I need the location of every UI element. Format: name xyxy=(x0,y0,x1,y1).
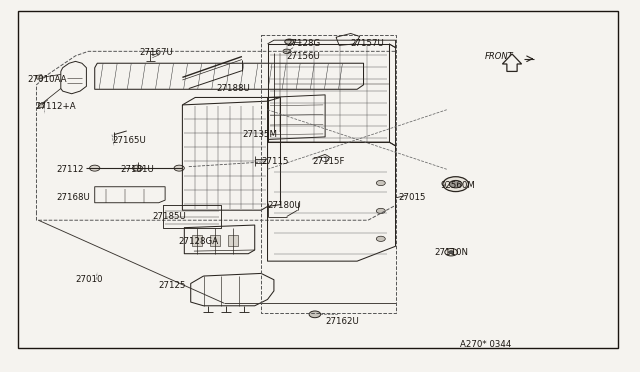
Circle shape xyxy=(376,236,385,241)
Text: 27125: 27125 xyxy=(159,281,186,290)
Circle shape xyxy=(285,39,294,44)
Text: 27165U: 27165U xyxy=(112,136,146,145)
Circle shape xyxy=(174,165,184,171)
Circle shape xyxy=(445,248,458,256)
Text: 27167U: 27167U xyxy=(140,48,173,57)
Circle shape xyxy=(132,165,143,171)
Text: 27115: 27115 xyxy=(261,157,289,166)
Circle shape xyxy=(90,165,100,171)
Text: 27010AA: 27010AA xyxy=(27,76,67,84)
Text: 92560M: 92560M xyxy=(440,181,475,190)
Text: 27156U: 27156U xyxy=(287,52,321,61)
Bar xyxy=(210,235,220,246)
Circle shape xyxy=(449,251,454,254)
Circle shape xyxy=(449,180,462,188)
Bar xyxy=(38,103,44,107)
Bar xyxy=(192,235,202,246)
Text: 27128GA: 27128GA xyxy=(178,237,218,246)
Text: 27015: 27015 xyxy=(398,193,426,202)
Circle shape xyxy=(283,49,291,54)
Text: 27162U: 27162U xyxy=(325,317,359,326)
Text: 27110N: 27110N xyxy=(434,248,468,257)
Text: 27185U: 27185U xyxy=(152,212,186,221)
Text: 27168U: 27168U xyxy=(56,193,90,202)
Text: 27135M: 27135M xyxy=(242,130,277,139)
Circle shape xyxy=(321,157,329,161)
Text: A270* 0344: A270* 0344 xyxy=(460,340,511,349)
Text: 27010: 27010 xyxy=(76,275,103,284)
Text: FRONT: FRONT xyxy=(485,52,514,61)
Bar xyxy=(228,235,238,246)
Text: 27188U: 27188U xyxy=(216,84,250,93)
Bar xyxy=(35,75,44,79)
Text: 27180U: 27180U xyxy=(268,201,301,210)
Circle shape xyxy=(376,208,385,214)
Circle shape xyxy=(376,180,385,186)
Text: 27128G: 27128G xyxy=(287,39,321,48)
Circle shape xyxy=(309,311,321,318)
Text: 27157U: 27157U xyxy=(351,39,385,48)
Text: 27112+A: 27112+A xyxy=(35,102,76,110)
Text: 27112: 27112 xyxy=(56,165,84,174)
Text: 27115F: 27115F xyxy=(312,157,345,166)
Circle shape xyxy=(443,177,468,192)
Text: 27181U: 27181U xyxy=(120,165,154,174)
Polygon shape xyxy=(502,54,522,71)
